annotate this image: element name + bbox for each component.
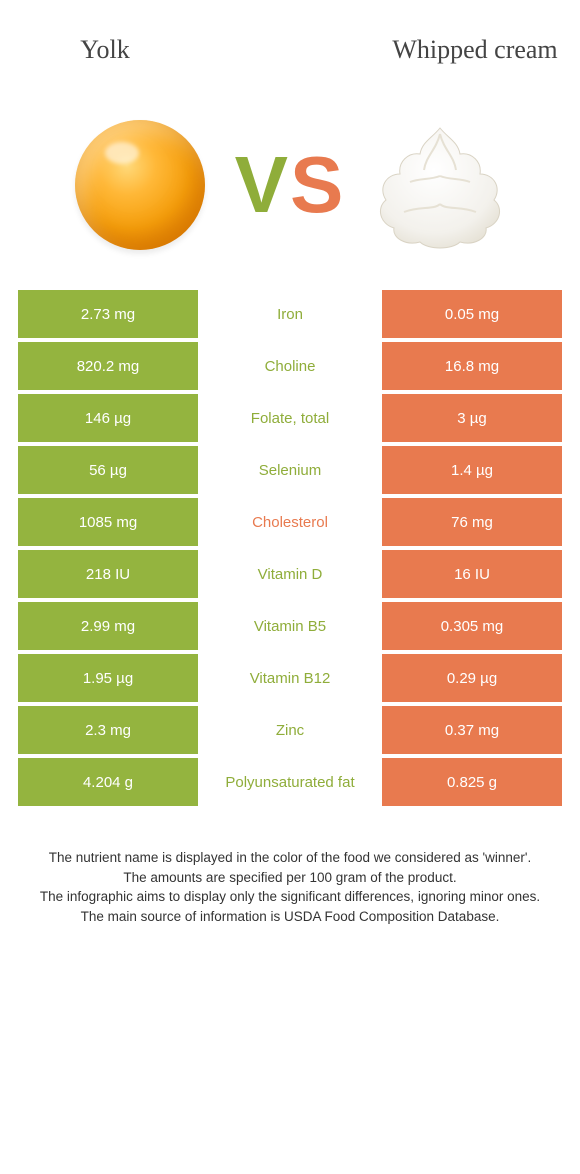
- nutrient-name: Vitamin D: [198, 550, 382, 598]
- value-right: 76 mg: [382, 498, 562, 546]
- value-left: 1.95 µg: [18, 654, 198, 702]
- nutrient-name: Iron: [198, 290, 382, 338]
- table-row: 820.2 mgCholine16.8 mg: [18, 342, 562, 390]
- table-row: 2.3 mgZinc0.37 mg: [18, 706, 562, 754]
- vs-s: S: [290, 139, 345, 231]
- title-left: Yolk: [0, 15, 210, 85]
- value-right: 0.825 g: [382, 758, 562, 806]
- value-left: 2.3 mg: [18, 706, 198, 754]
- infographic-container: Yolk Whipped cream VS: [0, 0, 580, 956]
- table-row: 2.99 mgVitamin B50.305 mg: [18, 602, 562, 650]
- value-right: 3 µg: [382, 394, 562, 442]
- table-row: 1085 mgCholesterol76 mg: [18, 498, 562, 546]
- value-left: 2.99 mg: [18, 602, 198, 650]
- footer-line-4: The main source of information is USDA F…: [30, 907, 550, 927]
- table-row: 218 IUVitamin D16 IU: [18, 550, 562, 598]
- cream-image: [365, 110, 515, 260]
- nutrient-name: Vitamin B5: [198, 602, 382, 650]
- whipped-cream-icon: [370, 120, 510, 250]
- value-left: 4.204 g: [18, 758, 198, 806]
- nutrient-name: Choline: [198, 342, 382, 390]
- value-right: 0.05 mg: [382, 290, 562, 338]
- table-row: 1.95 µgVitamin B120.29 µg: [18, 654, 562, 702]
- nutrient-name: Zinc: [198, 706, 382, 754]
- yolk-icon: [75, 120, 205, 250]
- value-right: 0.29 µg: [382, 654, 562, 702]
- images-row: VS: [0, 100, 580, 290]
- value-right: 0.37 mg: [382, 706, 562, 754]
- footer-line-1: The nutrient name is displayed in the co…: [30, 848, 550, 868]
- vs-label: VS: [235, 139, 346, 231]
- vs-v: V: [235, 139, 290, 231]
- header-row: Yolk Whipped cream: [0, 0, 580, 100]
- value-left: 820.2 mg: [18, 342, 198, 390]
- comparison-table: 2.73 mgIron0.05 mg820.2 mgCholine16.8 mg…: [0, 290, 580, 806]
- value-left: 218 IU: [18, 550, 198, 598]
- yolk-image: [65, 110, 215, 260]
- nutrient-name: Cholesterol: [198, 498, 382, 546]
- value-right: 0.305 mg: [382, 602, 562, 650]
- value-right: 1.4 µg: [382, 446, 562, 494]
- nutrient-name: Selenium: [198, 446, 382, 494]
- value-left: 1085 mg: [18, 498, 198, 546]
- value-left: 2.73 mg: [18, 290, 198, 338]
- nutrient-name: Folate, total: [198, 394, 382, 442]
- value-right: 16 IU: [382, 550, 562, 598]
- footer-line-2: The amounts are specified per 100 gram o…: [30, 868, 550, 888]
- table-row: 4.204 gPolyunsaturated fat0.825 g: [18, 758, 562, 806]
- table-row: 56 µgSelenium1.4 µg: [18, 446, 562, 494]
- title-right: Whipped cream: [370, 15, 580, 85]
- table-row: 2.73 mgIron0.05 mg: [18, 290, 562, 338]
- value-left: 146 µg: [18, 394, 198, 442]
- table-row: 146 µgFolate, total3 µg: [18, 394, 562, 442]
- value-right: 16.8 mg: [382, 342, 562, 390]
- nutrient-name: Polyunsaturated fat: [198, 758, 382, 806]
- value-left: 56 µg: [18, 446, 198, 494]
- nutrient-name: Vitamin B12: [198, 654, 382, 702]
- footer-notes: The nutrient name is displayed in the co…: [0, 810, 580, 956]
- footer-line-3: The infographic aims to display only the…: [30, 887, 550, 907]
